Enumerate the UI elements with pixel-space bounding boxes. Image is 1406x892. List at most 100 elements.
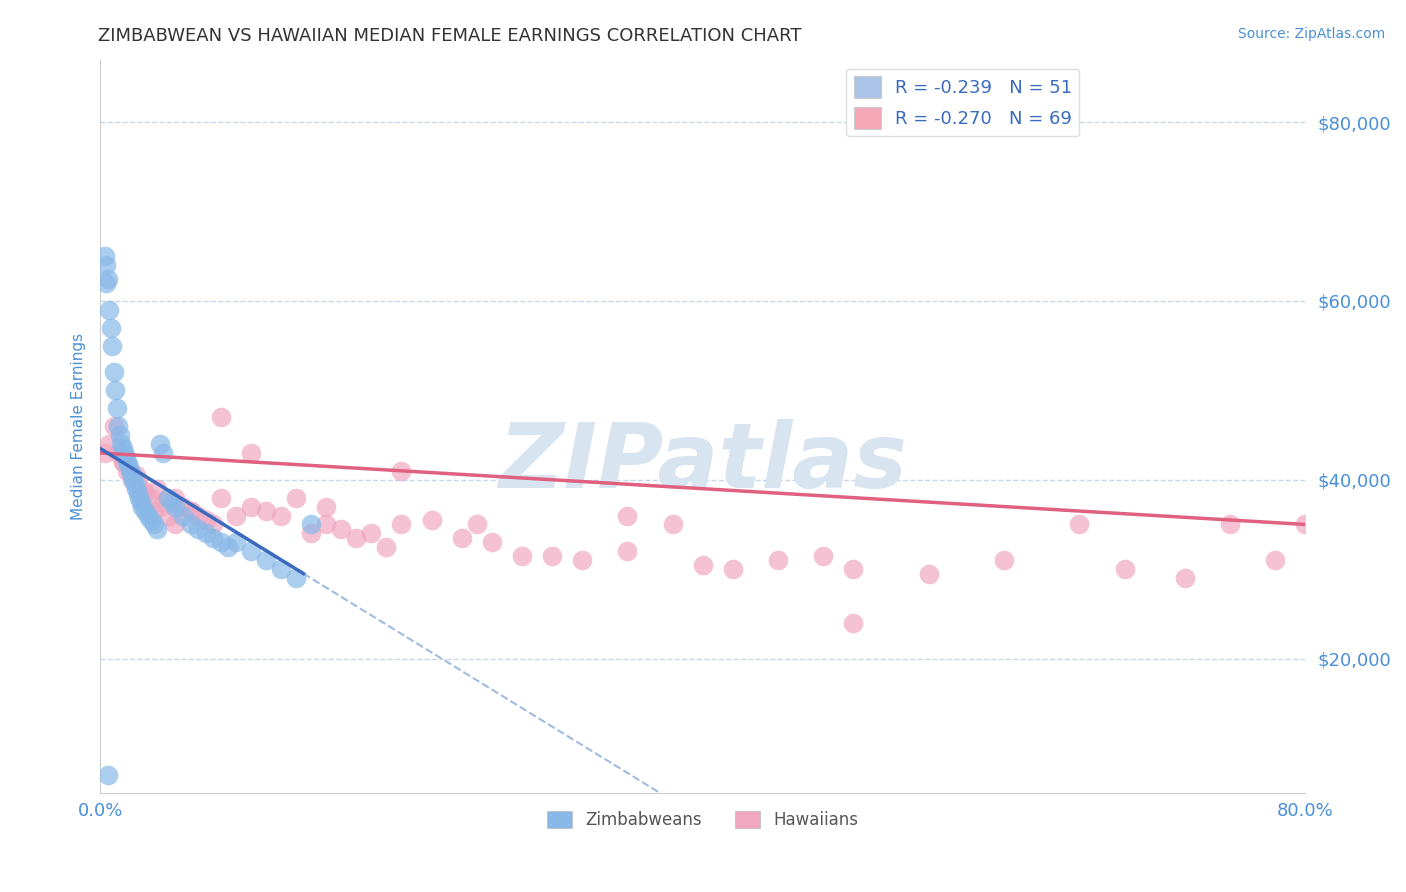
Point <box>172 500 194 514</box>
Point <box>112 446 135 460</box>
Point <box>165 517 187 532</box>
Point <box>110 437 132 451</box>
Point <box>616 508 638 523</box>
Point <box>993 553 1015 567</box>
Point <box>187 522 209 536</box>
Point <box>465 517 488 532</box>
Point <box>225 535 247 549</box>
Point <box>121 468 143 483</box>
Point <box>299 526 322 541</box>
Point <box>187 508 209 523</box>
Point <box>217 540 239 554</box>
Point <box>270 508 292 523</box>
Point <box>202 517 225 532</box>
Point <box>143 517 166 532</box>
Point <box>134 486 156 500</box>
Point <box>842 615 865 630</box>
Y-axis label: Median Female Earnings: Median Female Earnings <box>72 333 86 520</box>
Point <box>616 544 638 558</box>
Point <box>141 513 163 527</box>
Point <box>93 249 115 263</box>
Point <box>152 495 174 509</box>
Point <box>120 464 142 478</box>
Point <box>159 508 181 523</box>
Point <box>103 366 125 380</box>
Text: Source: ZipAtlas.com: Source: ZipAtlas.com <box>1237 27 1385 41</box>
Point <box>117 464 139 478</box>
Point <box>128 491 150 505</box>
Point <box>541 549 564 563</box>
Point <box>239 544 262 558</box>
Point <box>1069 517 1091 532</box>
Point <box>129 495 152 509</box>
Point <box>510 549 533 563</box>
Point <box>209 535 232 549</box>
Point <box>1264 553 1286 567</box>
Point <box>360 526 382 541</box>
Point <box>97 271 120 285</box>
Point <box>254 504 277 518</box>
Point <box>114 450 136 465</box>
Point <box>918 566 941 581</box>
Point <box>172 508 194 523</box>
Point <box>330 522 353 536</box>
Point <box>375 540 398 554</box>
Point <box>450 531 472 545</box>
Point <box>152 446 174 460</box>
Point <box>129 482 152 496</box>
Point <box>118 459 141 474</box>
Point <box>766 553 789 567</box>
Point <box>180 517 202 532</box>
Point <box>146 522 169 536</box>
Point <box>180 504 202 518</box>
Point <box>299 517 322 532</box>
Point <box>149 437 172 451</box>
Point <box>122 473 145 487</box>
Point <box>315 517 337 532</box>
Point <box>141 491 163 505</box>
Point <box>721 562 744 576</box>
Point <box>1174 571 1197 585</box>
Point <box>209 491 232 505</box>
Point <box>692 558 714 572</box>
Point <box>117 455 139 469</box>
Point <box>104 384 127 398</box>
Point <box>146 482 169 496</box>
Point <box>202 531 225 545</box>
Point <box>420 513 443 527</box>
Point <box>162 495 184 509</box>
Point <box>131 500 153 514</box>
Point <box>101 339 124 353</box>
Point <box>481 535 503 549</box>
Point <box>285 491 308 505</box>
Point <box>209 410 232 425</box>
Point <box>842 562 865 576</box>
Text: ZIPatlas: ZIPatlas <box>498 418 907 507</box>
Point <box>125 468 148 483</box>
Point <box>165 491 187 505</box>
Point <box>225 508 247 523</box>
Point <box>180 504 202 518</box>
Point <box>156 491 179 505</box>
Point <box>315 500 337 514</box>
Point <box>134 486 156 500</box>
Text: ZIMBABWEAN VS HAWAIIAN MEDIAN FEMALE EARNINGS CORRELATION CHART: ZIMBABWEAN VS HAWAIIAN MEDIAN FEMALE EAR… <box>98 27 801 45</box>
Point <box>1114 562 1136 576</box>
Point <box>194 513 217 527</box>
Point <box>97 768 120 782</box>
Point <box>98 437 121 451</box>
Point <box>391 464 413 478</box>
Point <box>111 442 134 456</box>
Point <box>194 526 217 541</box>
Point <box>165 500 187 514</box>
Point <box>111 455 134 469</box>
Point <box>127 473 149 487</box>
Point <box>108 428 131 442</box>
Point <box>661 517 683 532</box>
Point <box>270 562 292 576</box>
Point <box>142 504 165 518</box>
Point <box>239 446 262 460</box>
Point <box>127 486 149 500</box>
Point <box>391 517 413 532</box>
Point <box>239 500 262 514</box>
